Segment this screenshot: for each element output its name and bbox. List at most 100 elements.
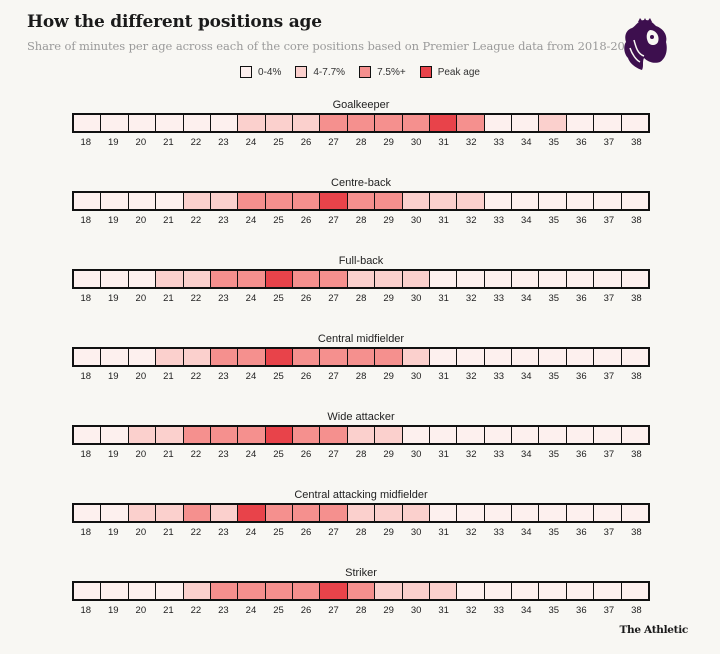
- legend: 0-4% 4-7.7% 7.5%+ Peak age: [0, 66, 720, 78]
- heatmap-cell: [594, 193, 622, 209]
- age-tick-label: 32: [465, 293, 477, 304]
- heatmap-strip: [72, 425, 650, 445]
- heatmap-cell: [457, 115, 485, 131]
- age-tick-label: 26: [300, 371, 312, 382]
- heatmap-cell: [128, 115, 157, 131]
- heatmap-cell: [484, 271, 512, 287]
- legend-label-peak: Peak age: [437, 66, 480, 78]
- heatmap-cell: [156, 505, 184, 521]
- heatmap-cell: [539, 427, 567, 443]
- heatmap-cell: [347, 115, 376, 131]
- age-tick-label: 26: [300, 527, 312, 538]
- heatmap-cell: [566, 583, 595, 599]
- age-tick-label: 18: [80, 137, 92, 148]
- age-tick-label: 36: [576, 293, 587, 304]
- heatmap-cell: [156, 271, 184, 287]
- age-axis: 18 19 20 21 22 23 24 25 26 27 28 29 30 31 32 33 34 35 36 37…: [72, 527, 650, 538]
- age-tick-label: 29: [383, 449, 394, 460]
- legend-swatch-mid: [295, 66, 308, 78]
- heatmap-cell: [101, 271, 129, 287]
- age-tick-label: 27: [328, 215, 339, 226]
- age-tick-label: 33: [493, 605, 505, 616]
- age-tick-label: 25: [273, 449, 284, 460]
- legend-swatch-peak: [419, 66, 432, 78]
- age-tick-label: 20: [135, 527, 147, 538]
- heatmap-cell: [210, 427, 239, 443]
- heatmap-cell: [210, 271, 239, 287]
- heatmap-cell: [347, 349, 376, 365]
- heatmap-cell: [539, 193, 567, 209]
- position-title: Full-back: [338, 255, 384, 267]
- heatmap-cell: [101, 193, 129, 209]
- heatmap-cell: [484, 583, 512, 599]
- age-tick-label: 23: [218, 527, 229, 538]
- heatmap-cell: [457, 583, 485, 599]
- heatmap-cell: [566, 427, 595, 443]
- heatmap-cell: [621, 115, 648, 131]
- heatmap-cell: [566, 115, 595, 131]
- heatmap-cell: [183, 583, 211, 599]
- age-tick-label: 18: [80, 449, 92, 460]
- heatmap-cell: [128, 583, 157, 599]
- publisher-credit: The Athletic: [619, 624, 688, 636]
- legend-item-peak: Peak age: [419, 66, 480, 78]
- heatmap-cell: [156, 349, 184, 365]
- age-tick-label: 23: [218, 371, 229, 382]
- heatmap-cell: [183, 427, 211, 443]
- age-tick-label: 35: [548, 605, 560, 616]
- age-tick-label: 37: [603, 527, 615, 538]
- heatmap-cell: [210, 583, 239, 599]
- heatmap-cell: [375, 349, 403, 365]
- age-axis: 18 19 20 21 22 23 24 25 26 27 28 29 30 31 32 33 34 35 36 37…: [72, 293, 650, 304]
- heatmap-strip: [72, 347, 650, 367]
- heatmap-cell: [402, 271, 430, 287]
- age-tick-label: 19: [108, 215, 119, 226]
- heatmap-cell: [156, 193, 184, 209]
- heatmap-cell: [457, 427, 485, 443]
- age-tick-label: 34: [520, 605, 532, 616]
- age-tick-label: 30: [410, 449, 422, 460]
- heatmap-cell: [293, 505, 321, 521]
- heatmap-cell: [293, 583, 321, 599]
- heatmap-cell: [101, 427, 129, 443]
- heatmap-cell: [375, 583, 403, 599]
- chart-title: How the different positions age: [27, 12, 322, 32]
- age-tick-label: 36: [576, 527, 587, 538]
- age-tick-label: 38: [631, 371, 642, 382]
- heatmap-cell: [156, 583, 184, 599]
- age-tick-label: 32: [465, 371, 477, 382]
- position-title: Centre-back: [331, 177, 391, 189]
- heatmap-cell: [484, 505, 512, 521]
- legend-item-low: 0-4%: [240, 66, 281, 78]
- age-tick-label: 27: [328, 605, 339, 616]
- heatmap-cell: [320, 115, 348, 131]
- position-title: Goalkeeper: [332, 99, 390, 111]
- age-tick-label: 24: [245, 215, 257, 226]
- heatmap-cell: [238, 115, 266, 131]
- heatmap-cell: [512, 349, 540, 365]
- age-tick-label: 23: [218, 293, 229, 304]
- age-axis: 18 19 20 21 22 23 24 25 26 27 28 29 30 31 32 33 34 35 36 37…: [72, 605, 650, 616]
- age-tick-label: 31: [438, 215, 449, 226]
- position-row: Full-back 18 19 20 21 22 23 24 25 26 27 28 29 30 31 32 3…: [72, 254, 650, 304]
- age-tick-label: 21: [163, 137, 174, 148]
- heatmap-cell: [265, 427, 293, 443]
- age-tick-label: 18: [80, 215, 92, 226]
- heatmap-cell: [293, 349, 321, 365]
- heatmap-cell: [74, 583, 102, 599]
- age-tick-label: 24: [245, 137, 257, 148]
- age-tick-label: 35: [548, 449, 560, 460]
- heatmap-cell: [265, 193, 293, 209]
- heatmap-cell: [347, 271, 376, 287]
- heatmap-cell: [594, 427, 622, 443]
- age-tick-label: 34: [520, 371, 532, 382]
- heatmap-cell: [402, 505, 430, 521]
- heatmap-cell: [484, 349, 512, 365]
- age-tick-label: 22: [190, 137, 202, 148]
- age-tick-label: 26: [300, 137, 312, 148]
- heatmap-cell: [594, 271, 622, 287]
- heatmap-cell: [375, 427, 403, 443]
- chart-subtitle: Share of minutes per age across each of …: [27, 39, 640, 53]
- age-tick-label: 31: [438, 293, 449, 304]
- heatmap-cell: [457, 349, 485, 365]
